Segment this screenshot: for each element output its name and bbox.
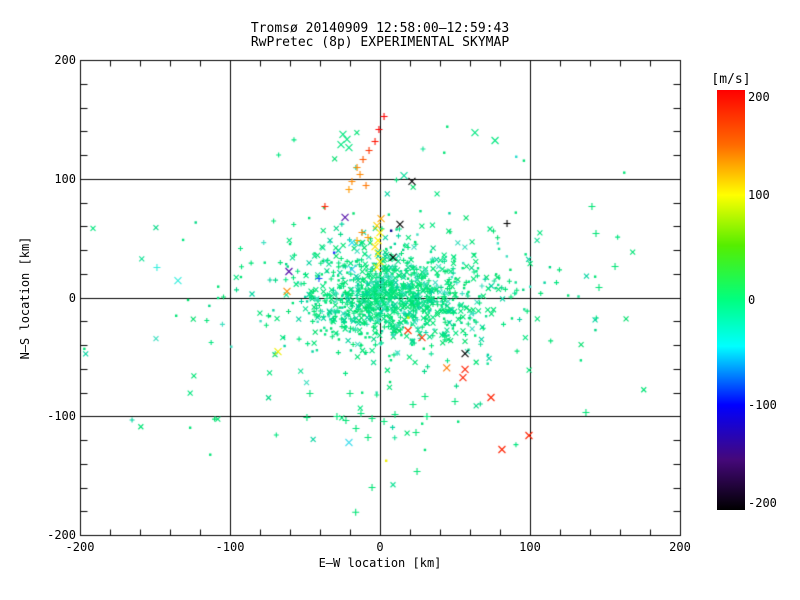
- colorbar-label: [m/s]: [711, 72, 751, 87]
- colorbar-tick-label: -100: [748, 398, 777, 412]
- x-tick-label: 200: [669, 540, 691, 554]
- x-tick-label: 100: [519, 540, 541, 554]
- y-tick-label: 100: [54, 171, 76, 186]
- colorbar-tick-label: 0: [748, 293, 756, 307]
- colorbar-tick-label: -200: [748, 496, 777, 510]
- colorbar-tick-label: 100: [748, 188, 770, 202]
- chart-title: Tromsø 20140909 12:58:00–12:59:43: [250, 21, 510, 36]
- y-tick-label: -100: [47, 409, 76, 424]
- x-tick-label: -100: [215, 540, 245, 554]
- colorbar: [717, 90, 745, 510]
- x-axis-label: E–W location [km]: [318, 556, 442, 570]
- x-tick-label: -200: [65, 540, 95, 554]
- y-tick-label: 0: [68, 290, 76, 305]
- x-tick-label: 0: [376, 540, 384, 554]
- y-axis-label: N–S location [km]: [18, 236, 32, 360]
- y-tick-label: 200: [54, 53, 76, 67]
- y-tick-label: -200: [47, 528, 76, 542]
- colorbar-tick-label: 200: [748, 90, 770, 104]
- chart-subtitle: RwPretec (8p) EXPERIMENTAL SKYMAP: [250, 35, 510, 50]
